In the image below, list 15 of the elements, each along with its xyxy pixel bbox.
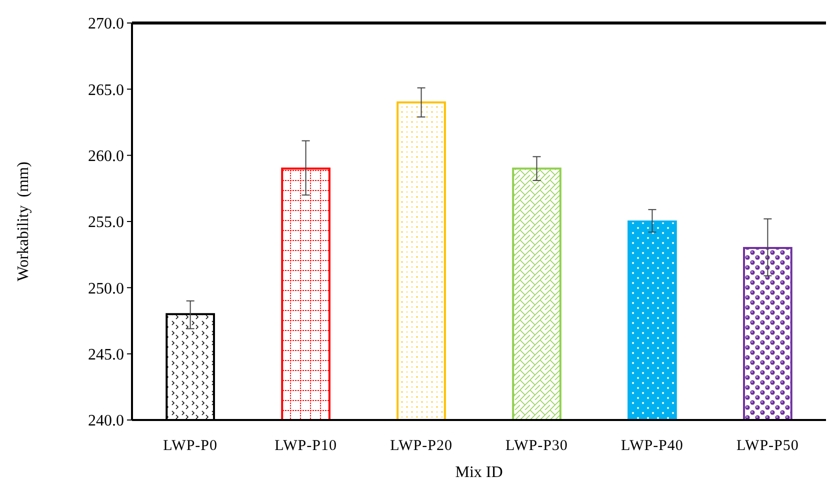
- y-tick-label: 250.0: [88, 280, 124, 298]
- y-tick-label: 240.0: [88, 412, 124, 430]
- y-tick-label: 270.0: [88, 16, 124, 33]
- y-tick-label: 260.0: [88, 148, 124, 165]
- y-tick-label: 265.0: [88, 82, 124, 99]
- x-axis-title: Mix ID: [455, 464, 503, 481]
- y-tick-label: 245.0: [88, 346, 124, 364]
- x-tick-label: LWP-P40: [621, 438, 684, 454]
- y-axis-title: Workability (mm): [15, 162, 32, 282]
- x-tick-label: LWP-P30: [506, 438, 568, 454]
- x-tick-label: LWP-P10: [274, 438, 337, 454]
- y-tick-label: 255.0: [88, 214, 124, 232]
- x-tick-label: LWP-P20: [390, 438, 452, 454]
- x-tick-label: LWP-P50: [736, 438, 799, 454]
- x-tick-label: LWP-P0: [163, 438, 218, 454]
